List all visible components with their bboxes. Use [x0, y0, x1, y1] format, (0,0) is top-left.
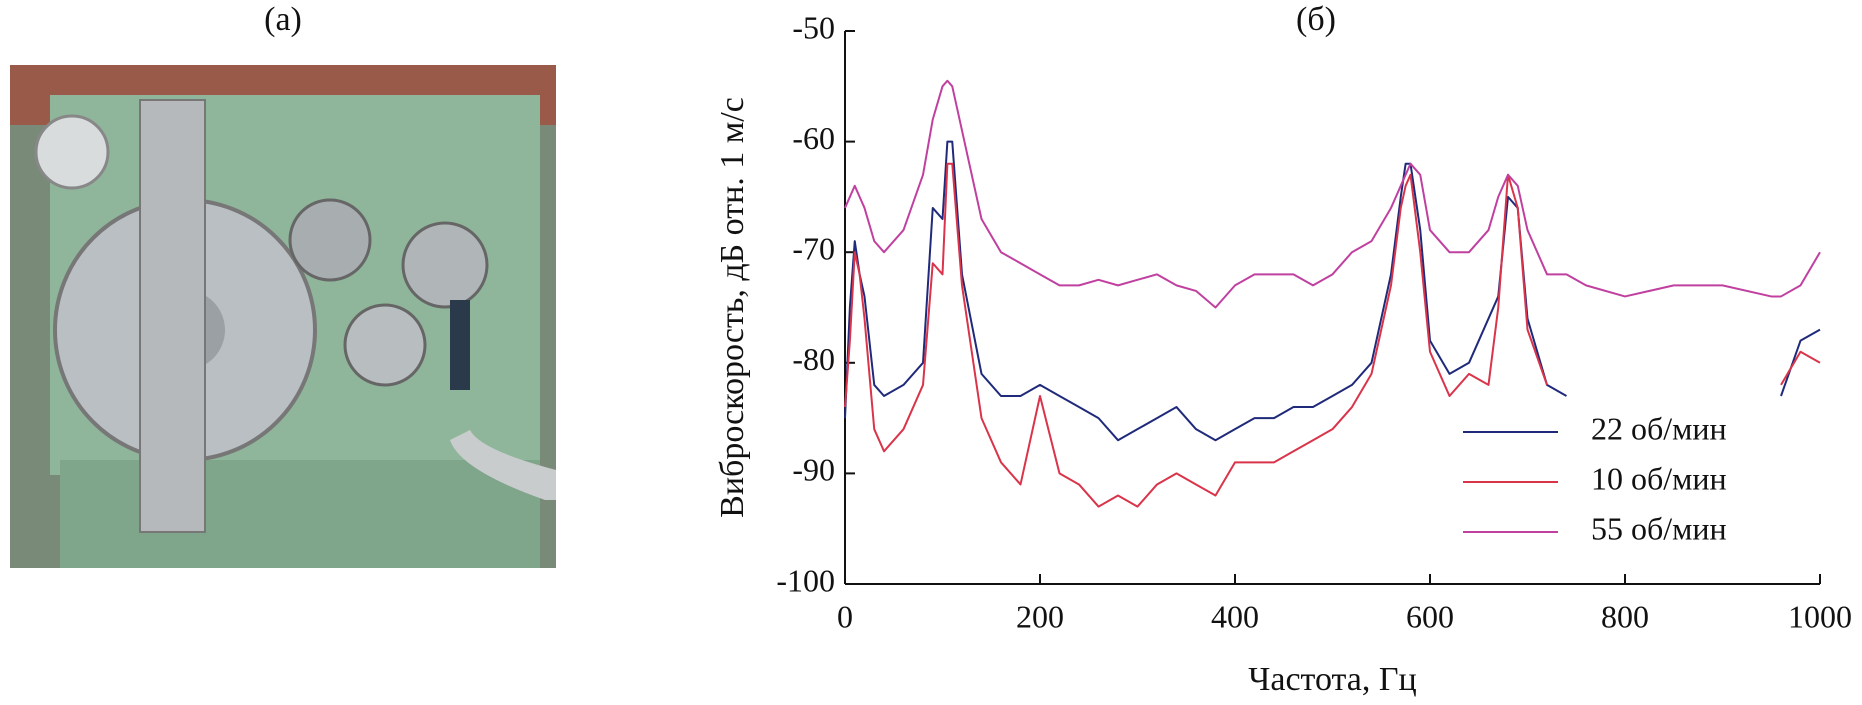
series-line: [844, 140, 1821, 442]
x-tick-label: 400: [1211, 598, 1259, 634]
legend-label: 10 об/мин: [1591, 460, 1727, 496]
x-tick-label: 0: [837, 598, 853, 634]
x-tick-label: 200: [1016, 598, 1064, 634]
y-tick-label: -90: [792, 452, 835, 488]
y-tick-label: -70: [792, 231, 835, 267]
legend-label: 22 об/мин: [1591, 410, 1727, 446]
y-tick-label: -50: [792, 9, 835, 45]
legend-label: 55 об/мин: [1591, 510, 1727, 546]
y-tick-label: -60: [792, 120, 835, 156]
x-tick-label: 600: [1406, 598, 1454, 634]
series-line: [844, 79, 1821, 309]
photo-label: (а): [264, 1, 302, 38]
photo: [10, 65, 556, 568]
y-tick-label: -80: [792, 341, 835, 377]
x-axis-label: Частота, Гц: [1248, 661, 1416, 698]
x-tick-label: 800: [1601, 598, 1649, 634]
y-tick-label: -100: [776, 562, 835, 598]
chart-title: (б): [1296, 1, 1336, 38]
series-line: [844, 162, 1821, 508]
x-tick-label: 1000: [1788, 598, 1852, 634]
y-axis-label: Виброскорость, дБ отн. 1 м/с: [714, 97, 751, 518]
